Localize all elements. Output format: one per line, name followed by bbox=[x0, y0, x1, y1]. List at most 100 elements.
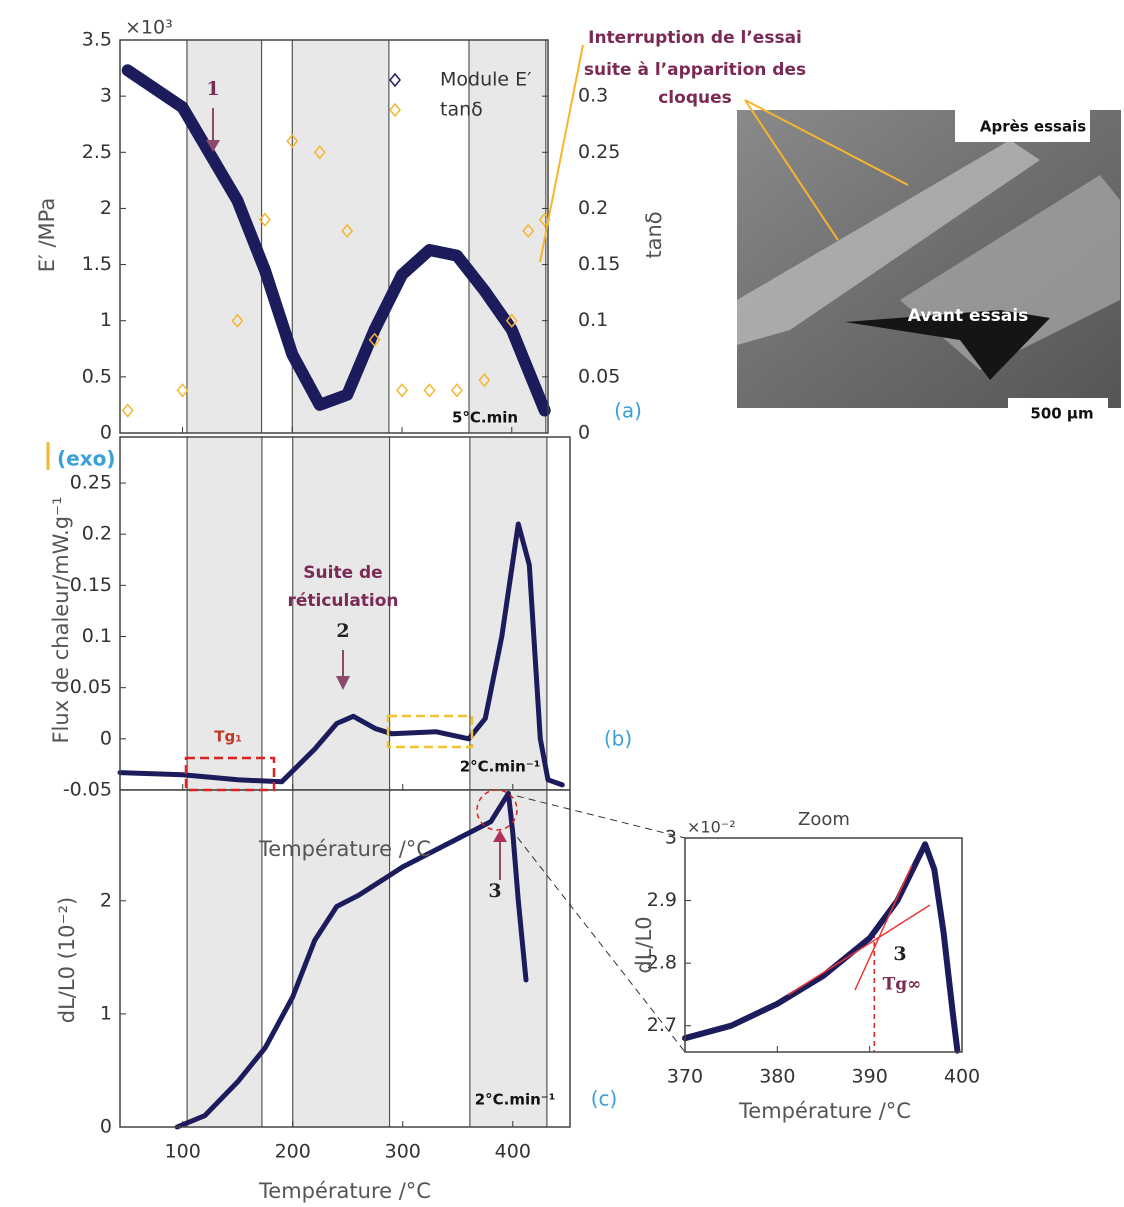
scale-bar-label: 500 µm bbox=[1030, 405, 1093, 423]
y2-axis-label: tanδ bbox=[642, 211, 666, 258]
y2-tick-label: 0 bbox=[578, 422, 590, 444]
y-tick-label: 0 bbox=[100, 727, 112, 749]
shaded-band bbox=[292, 437, 390, 790]
data-point bbox=[341, 223, 354, 239]
highlight-box bbox=[386, 714, 474, 749]
y-tick-label: 0.15 bbox=[70, 574, 112, 596]
data-line bbox=[121, 64, 551, 417]
y-tick-label: 0.5 bbox=[82, 365, 112, 387]
data-point bbox=[368, 332, 381, 347]
y-tick-label: 2.5 bbox=[82, 141, 112, 163]
y-tick-label: 3 bbox=[665, 827, 677, 849]
data-line bbox=[174, 790, 529, 1130]
x-tick-label: 200 bbox=[275, 1141, 311, 1163]
y-tick-label: 3.5 bbox=[82, 29, 112, 51]
data-point bbox=[423, 383, 436, 398]
data-point bbox=[231, 313, 244, 328]
arrow-head bbox=[336, 676, 350, 690]
data-point bbox=[286, 133, 299, 149]
x-tick-label: 390 bbox=[852, 1066, 888, 1088]
highlight-box bbox=[184, 756, 276, 792]
y-multiplier: ×10³ bbox=[125, 17, 173, 39]
y-tick-label: 2 bbox=[100, 197, 112, 219]
data-point bbox=[176, 383, 189, 398]
tg-label: Tg∞ bbox=[883, 975, 922, 995]
data-point bbox=[522, 223, 535, 239]
annotation: 2 bbox=[336, 620, 349, 642]
x-tick-label: 380 bbox=[759, 1066, 795, 1088]
y-tick-label: 2.9 bbox=[647, 889, 677, 911]
annotation: réticulation bbox=[287, 591, 398, 611]
data-point bbox=[121, 403, 134, 418]
plot-frame bbox=[119, 39, 549, 434]
x-tick-label: 100 bbox=[165, 1141, 201, 1163]
y-tick-label: -0.05 bbox=[63, 779, 112, 801]
panel-label: (a) bbox=[614, 399, 642, 423]
callout: cloques bbox=[658, 88, 732, 108]
y2-tick-label: 0.1 bbox=[578, 309, 608, 331]
annotation: 3 bbox=[893, 943, 906, 965]
rate-label: 2°C.min⁻¹ bbox=[475, 1091, 556, 1109]
y-axis-label: Flux de chaleur/mW.g⁻¹ bbox=[49, 496, 73, 743]
y-tick-label: 2 bbox=[100, 889, 112, 911]
shaded-band bbox=[187, 437, 262, 790]
data-point bbox=[450, 383, 463, 398]
y-multiplier: ×10⁻² bbox=[687, 818, 736, 837]
annotation: 1 bbox=[206, 78, 219, 100]
data-point bbox=[505, 313, 518, 328]
y-tick-label: 1.5 bbox=[82, 253, 112, 275]
legend-marker bbox=[389, 72, 401, 88]
x-axis-label: Température /°C bbox=[258, 1179, 431, 1203]
arrow-head bbox=[206, 140, 220, 152]
y2-tick-label: 0.25 bbox=[578, 141, 620, 163]
legend-label: Module E′ bbox=[440, 69, 531, 91]
x-axis-label: Température /°C bbox=[258, 837, 431, 861]
y2-tick-label: 0.2 bbox=[578, 197, 608, 219]
x-tick-label: 400 bbox=[495, 1141, 531, 1163]
x-tick-label: 370 bbox=[667, 1066, 703, 1088]
y-tick-label: 0 bbox=[100, 1116, 112, 1138]
shaded-band bbox=[187, 790, 262, 1127]
annotation: 3 bbox=[488, 880, 501, 902]
y-tick-label: 0.05 bbox=[70, 676, 112, 698]
data-line bbox=[682, 841, 961, 1054]
photo: Après essais Avant essais 500 µm bbox=[737, 110, 1121, 428]
arrow-head bbox=[493, 830, 507, 842]
annotation: Suite de bbox=[303, 563, 382, 583]
y-tick-label: 1 bbox=[100, 309, 112, 331]
x-tick-label: 400 bbox=[944, 1066, 980, 1088]
shaded-band bbox=[292, 40, 389, 433]
photo-label: Après essais bbox=[980, 118, 1086, 136]
shaded-band bbox=[469, 790, 547, 1127]
legend-marker bbox=[389, 102, 401, 118]
photo-label: Avant essais bbox=[908, 306, 1028, 326]
y-tick-label: 0.1 bbox=[82, 625, 112, 647]
rate-label: 5°C.min bbox=[452, 409, 518, 427]
data-line bbox=[117, 521, 565, 788]
plots: 10020030040000.511.522.533.500.050.10.15… bbox=[63, 29, 980, 1163]
shaded-band bbox=[469, 437, 547, 790]
y-axis-label: dL/L0 (10⁻²) bbox=[55, 897, 79, 1023]
inset-title: Zoom bbox=[798, 809, 850, 830]
zoom-circle bbox=[476, 789, 518, 831]
y2-tick-label: 0.05 bbox=[578, 365, 620, 387]
y-axis-label: E′ /MPa bbox=[35, 198, 59, 273]
plot-frame bbox=[119, 789, 571, 1128]
panel-label: (c) bbox=[591, 1087, 618, 1111]
legend-label: tanδ bbox=[440, 99, 483, 121]
y-tick-label: 3 bbox=[100, 85, 112, 107]
data-point bbox=[313, 145, 326, 160]
zoom-line bbox=[516, 795, 686, 839]
rate-label: 2°C.min⁻¹ bbox=[460, 758, 541, 776]
y-tick-label: 0 bbox=[100, 422, 112, 444]
y-tick-label: 2.7 bbox=[647, 1014, 677, 1036]
y-axis-label: dL/L0 bbox=[632, 916, 656, 973]
callout: Interruption de l’essai bbox=[588, 28, 802, 48]
data-point bbox=[478, 373, 491, 388]
exo-label: (exo) bbox=[57, 447, 116, 471]
tg-label: Tg₁ bbox=[214, 728, 242, 746]
y-tick-label: 0.2 bbox=[82, 523, 112, 545]
y-tick-label: 2.8 bbox=[647, 952, 677, 974]
y-tick-label: 0.25 bbox=[70, 472, 112, 494]
